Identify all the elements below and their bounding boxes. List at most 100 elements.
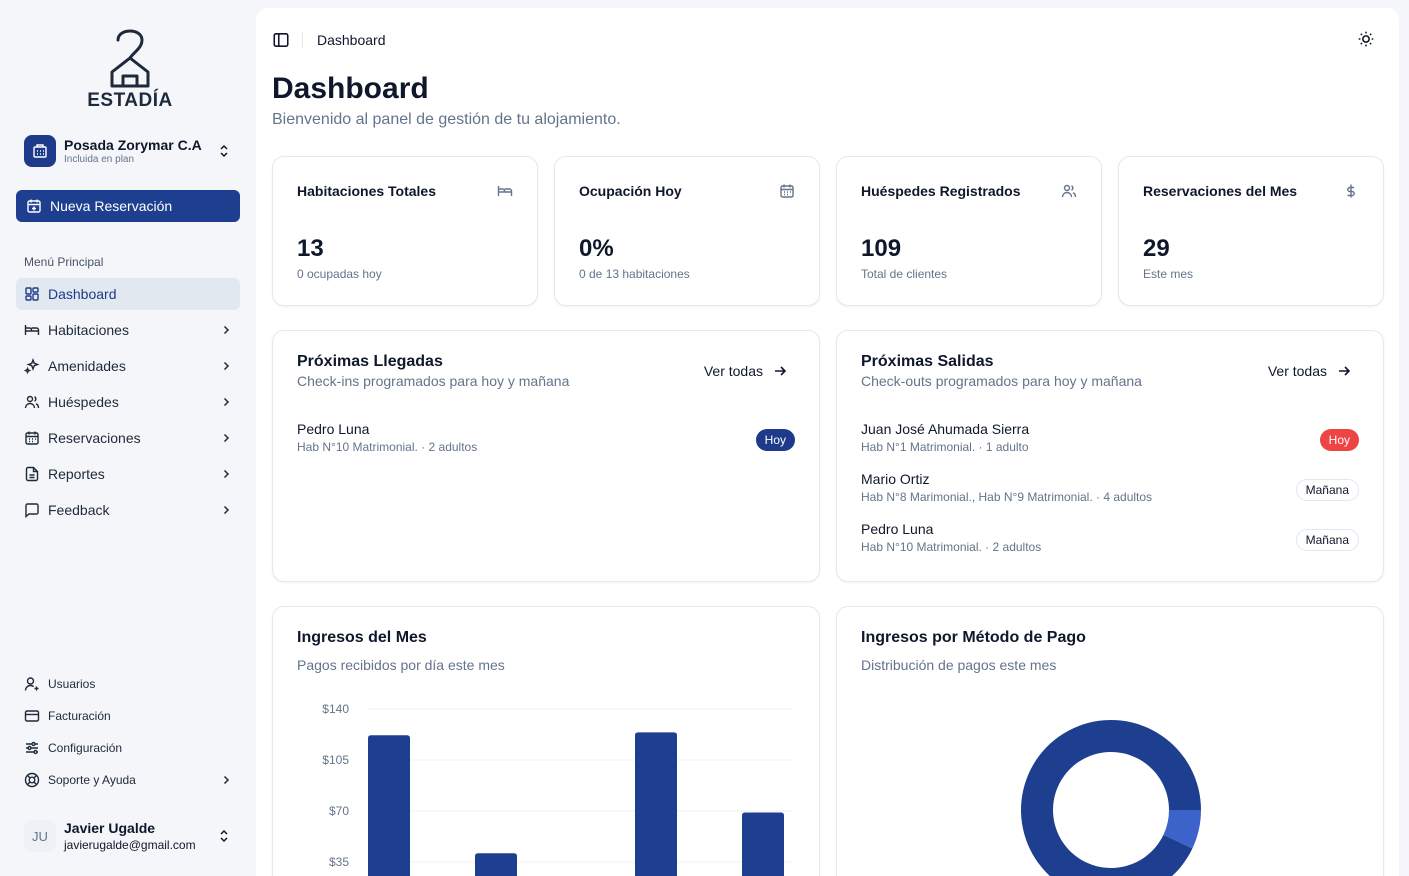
- users-icon: [1061, 184, 1077, 198]
- user-name: Javier Ugalde: [64, 820, 156, 836]
- file-icon: [25, 466, 39, 482]
- y-tick-label: $35: [329, 855, 349, 869]
- donut-slice-0[interactable]: [1021, 719, 1201, 876]
- chart-subtitle: Pagos recibidos por día este mes: [297, 657, 505, 673]
- panel-title: Próximas Salidas: [861, 353, 994, 370]
- sidebar-item-habitaciones[interactable]: Habitaciones: [16, 314, 240, 346]
- arrow-right-icon: [1339, 366, 1351, 376]
- stat-title: Huéspedes Registrados: [861, 183, 1021, 199]
- stat-title: Reservaciones del Mes: [1143, 183, 1298, 199]
- sidebar-item-label: Reportes: [48, 466, 105, 482]
- sidebar-item-label: Feedback: [48, 502, 110, 518]
- guest-name: Pedro Luna: [861, 521, 934, 537]
- sidebar-item-label: Reservaciones: [48, 430, 141, 446]
- stat-card-reservaciones: Reservaciones del Mes 29 Este mes: [1118, 156, 1384, 306]
- bar-4[interactable]: [742, 812, 784, 876]
- room-detail: Hab N°8 Marimonial., Hab N°9 Matrimonial…: [861, 490, 1153, 504]
- stat-subtext: 0 ocupadas hoy: [297, 267, 382, 281]
- stat-subtext: 0 de 13 habitaciones: [579, 267, 690, 281]
- org-plan: Incluida en plan: [64, 154, 135, 165]
- stat-card-habitaciones: Habitaciones Totales 13 0 ocupadas hoy: [272, 156, 538, 306]
- breadcrumb: Dashboard: [317, 32, 386, 48]
- sidebar: ESTADÍA Posada Zorymar C.A Incluida en p…: [0, 0, 256, 876]
- sidebar-item-feedback[interactable]: Feedback: [16, 494, 240, 526]
- guest-name: Pedro Luna: [297, 421, 370, 437]
- chart-subtitle: Distribución de pagos este mes: [861, 657, 1057, 673]
- sidebar-item-label: Amenidades: [48, 358, 126, 374]
- users-icon: [24, 395, 40, 409]
- chevrons-up-down-icon: [220, 144, 228, 158]
- chevron-right-icon: [223, 433, 230, 443]
- departures-panel: Próximas Salidas Check-outs programados …: [836, 330, 1384, 582]
- list-item[interactable]: Mario Ortiz Hab N°8 Marimonial., Hab N°9…: [861, 471, 1359, 511]
- status-badge: Hoy: [755, 429, 795, 451]
- sidebar-item-usuarios[interactable]: Usuarios: [16, 670, 240, 698]
- sparkles-icon: [24, 358, 40, 374]
- view-all-label: Ver todas: [703, 363, 763, 379]
- panel-subtitle: Check-ins programados para hoy y mañana: [297, 373, 570, 389]
- sidebar-item-facturacion[interactable]: Facturación: [16, 702, 240, 730]
- new-reservation-button[interactable]: Nueva Reservación: [16, 190, 240, 222]
- sidebar-item-reservaciones[interactable]: Reservaciones: [16, 422, 240, 454]
- stat-card-ocupacion: Ocupación Hoy 0% 0 de 13 habitaciones: [554, 156, 820, 306]
- page-title: Dashboard: [272, 72, 429, 105]
- dollar-icon: [1347, 184, 1355, 198]
- view-all-label: Ver todas: [1267, 363, 1327, 379]
- bar-1[interactable]: [368, 735, 410, 876]
- stat-value: 29: [1143, 235, 1170, 262]
- arrivals-panel: Próximas Llegadas Check-ins programados …: [272, 330, 820, 582]
- sidebar-item-amenidades[interactable]: Amenidades: [16, 350, 240, 382]
- sidebar-item-dashboard[interactable]: Dashboard: [16, 278, 240, 310]
- user-menu[interactable]: JU Javier Ugalde javierugalde@gmail.com: [16, 812, 240, 860]
- sidebar-item-soporte[interactable]: Soporte y Ayuda: [16, 766, 240, 794]
- sidebar-item-label: Dashboard: [48, 286, 117, 302]
- panel-subtitle: Check-outs programados para hoy y mañana: [861, 373, 1142, 389]
- room-detail: Hab N°10 Matrimonial. · 2 adultos: [297, 440, 478, 454]
- y-tick-label: $140: [322, 702, 349, 716]
- stat-card-huespedes: Huéspedes Registrados 109 Total de clien…: [836, 156, 1102, 306]
- page-subtitle: Bienvenido al panel de gestión de tu alo…: [272, 111, 621, 128]
- topbar-divider: [302, 32, 303, 48]
- org-name: Posada Zorymar C.A: [64, 137, 202, 153]
- status-badge: Hoy: [1319, 429, 1359, 451]
- guest-name: Juan José Ahumada Sierra: [861, 421, 1030, 437]
- guest-name: Mario Ortiz: [861, 471, 930, 487]
- sidebar-toggle-icon[interactable]: [272, 31, 290, 49]
- brand-logo[interactable]: ESTADÍA: [80, 20, 180, 115]
- main-menu: Dashboard Habitaciones Amenidades Huéspe…: [16, 278, 240, 530]
- sidebar-item-label: Habitaciones: [48, 322, 129, 338]
- secondary-menu: Usuarios Facturación Configuración Sopor…: [16, 670, 240, 798]
- stat-title: Habitaciones Totales: [297, 183, 437, 199]
- view-all-arrivals-link[interactable]: Ver todas: [704, 363, 787, 379]
- chevron-right-icon: [223, 775, 230, 785]
- chevron-right-icon: [223, 397, 230, 407]
- new-reservation-label: Nueva Reservación: [50, 198, 173, 214]
- list-item[interactable]: Pedro Luna Hab N°10 Matrimonial. · 2 adu…: [297, 421, 795, 461]
- y-tick-label: $105: [322, 753, 349, 767]
- sidebar-item-huespedes[interactable]: Huéspedes: [16, 386, 240, 418]
- sidebar-item-reportes[interactable]: Reportes: [16, 458, 240, 490]
- bar-3[interactable]: [635, 732, 677, 876]
- panel-title: Próximas Llegadas: [297, 353, 443, 370]
- avatar: JU: [24, 820, 56, 852]
- theme-toggle-sun-icon[interactable]: [1357, 30, 1375, 48]
- message-icon: [25, 503, 39, 518]
- room-detail: Hab N°10 Matrimonial. · 2 adultos: [861, 540, 1042, 554]
- sidebar-item-label: Huéspedes: [48, 394, 119, 410]
- chevron-right-icon: [223, 469, 230, 479]
- stat-value: 109: [861, 235, 902, 262]
- view-all-departures-link[interactable]: Ver todas: [1268, 363, 1351, 379]
- donut-slice-1[interactable]: [1163, 810, 1201, 849]
- list-item[interactable]: Pedro Luna Hab N°10 Matrimonial. · 2 adu…: [861, 521, 1359, 561]
- arrow-right-icon: [775, 366, 787, 376]
- sidebar-item-configuracion[interactable]: Configuración: [16, 734, 240, 762]
- bottom-item-label: Soporte y Ayuda: [48, 773, 136, 787]
- bottom-item-label: Facturación: [48, 709, 111, 723]
- list-item[interactable]: Juan José Ahumada Sierra Hab N°1 Matrimo…: [861, 421, 1359, 461]
- chevrons-up-down-icon: [220, 829, 228, 843]
- chevron-right-icon: [223, 325, 230, 335]
- main-content: Dashboard Dashboard Bienvenido al panel …: [256, 8, 1399, 876]
- org-switcher[interactable]: Posada Zorymar C.A Incluida en plan: [16, 130, 240, 172]
- chart-title: Ingresos del Mes: [297, 629, 427, 646]
- bar-2[interactable]: [475, 853, 517, 876]
